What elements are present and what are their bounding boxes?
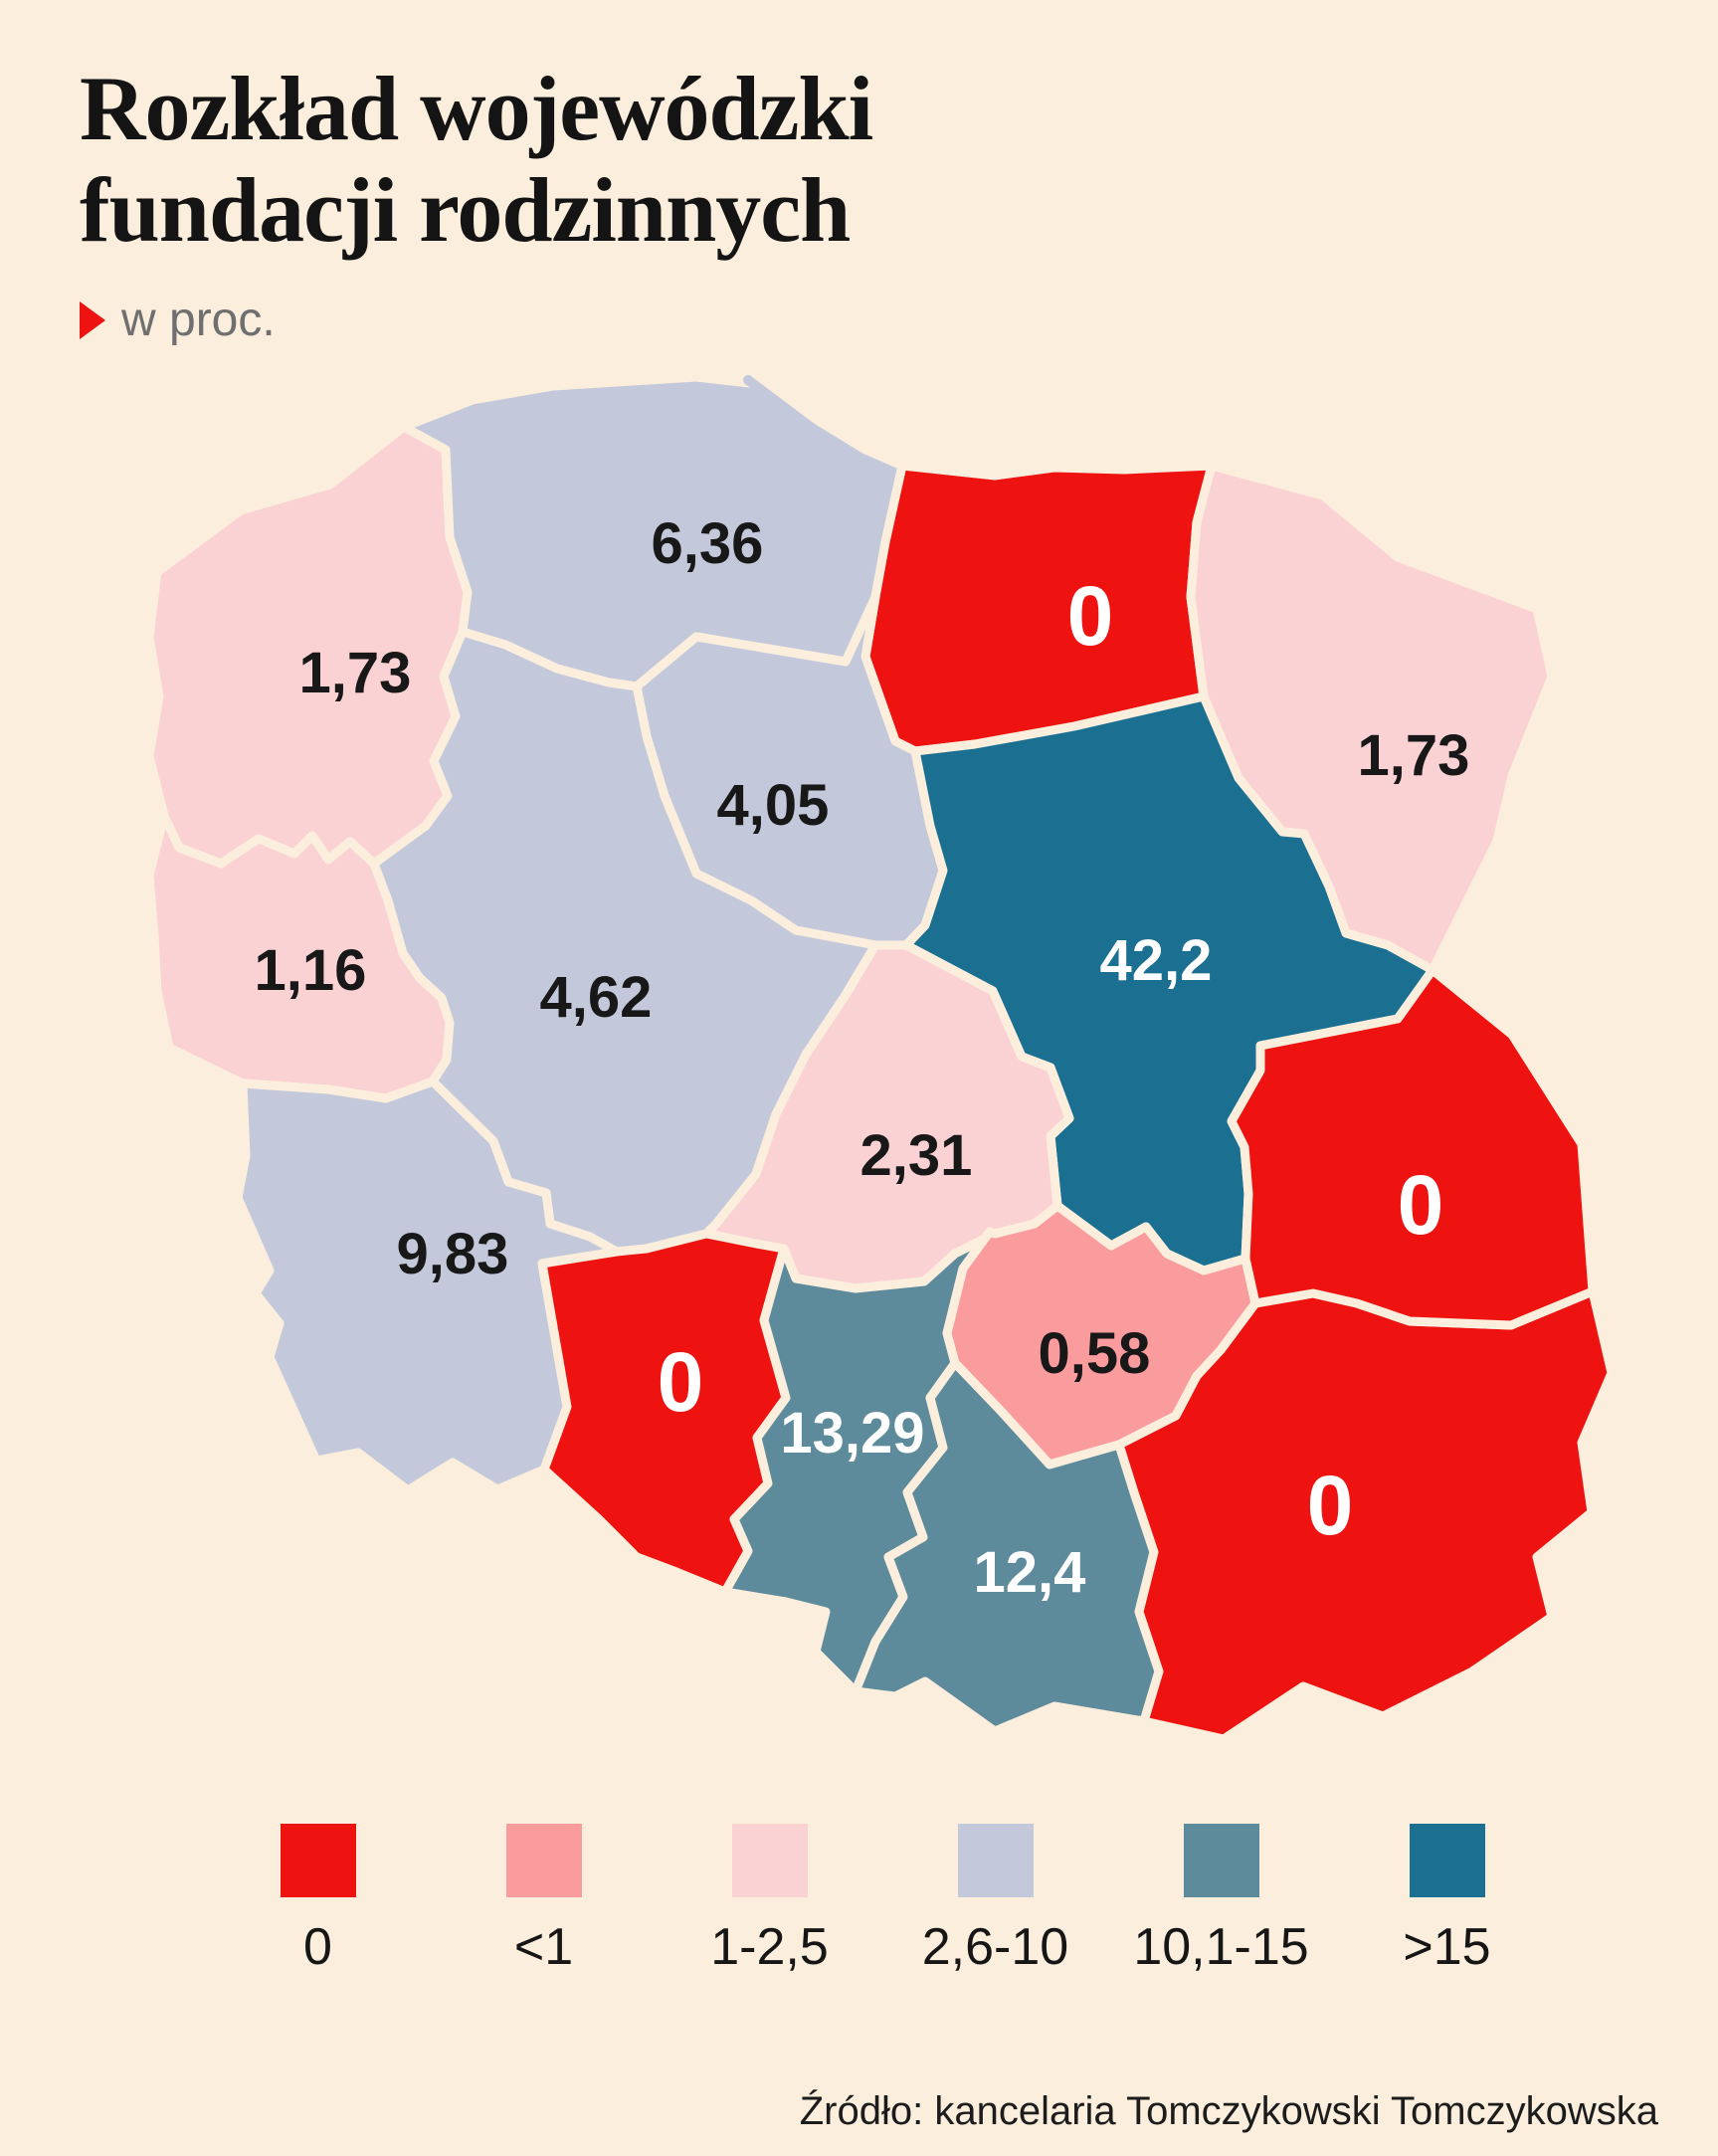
legend: 0 <1 1-2,5 2,6-10 10,1-15 >15 bbox=[205, 1824, 1560, 1973]
region-label-opolskie: 0 bbox=[658, 1335, 704, 1429]
region-label-wielkopolskie: 4,62 bbox=[540, 965, 653, 1030]
legend-label-lt1: <1 bbox=[513, 1918, 574, 1976]
title-line-2: fundacji rodzinnych bbox=[80, 159, 851, 261]
play-triangle-icon bbox=[80, 301, 105, 339]
region-label-zachodniopomorskie: 1,73 bbox=[299, 641, 412, 705]
region-label-dolnoslaskie: 9,83 bbox=[397, 1222, 509, 1286]
legend-item-gt15: >15 bbox=[1334, 1824, 1560, 1973]
region-label-lubuskie: 1,16 bbox=[255, 938, 367, 1003]
legend-label-gt15: >15 bbox=[1403, 1918, 1491, 1976]
legend-label-zero: 0 bbox=[303, 1918, 332, 1976]
region-label-malopolskie: 12,4 bbox=[974, 1540, 1086, 1605]
region-label-podkarpackie: 0 bbox=[1307, 1459, 1354, 1552]
legend-label-p101_15: 10,1-15 bbox=[1133, 1918, 1309, 1976]
legend-swatch-zero bbox=[280, 1824, 356, 1897]
subtitle: w proc. bbox=[80, 296, 872, 344]
legend-item-p26_10: 2,6-10 bbox=[882, 1824, 1108, 1973]
region-label-kujawsko-pomorskie: 4,05 bbox=[717, 773, 830, 838]
legend-label-p1_25: 1-2,5 bbox=[710, 1918, 829, 1976]
region-lubelskie bbox=[1227, 965, 1598, 1330]
region-label-swietokrzyskie: 0,58 bbox=[1039, 1321, 1151, 1386]
subtitle-label: w proc. bbox=[121, 294, 276, 346]
title-line-1: Rozkład wojewódzki bbox=[80, 58, 873, 159]
legend-item-p101_15: 10,1-15 bbox=[1108, 1824, 1334, 1973]
legend-swatch-lt1 bbox=[505, 1824, 582, 1897]
page-title: Rozkład wojewódzki fundacji rodzinnych bbox=[80, 58, 873, 261]
region-label-warminsko-mazurskie: 0 bbox=[1067, 569, 1114, 663]
region-dolnoslaskie bbox=[233, 1077, 622, 1495]
legend-item-lt1: <1 bbox=[431, 1824, 657, 1973]
legend-item-p1_25: 1-2,5 bbox=[657, 1824, 882, 1973]
region-label-mazowieckie: 42,2 bbox=[1100, 928, 1213, 993]
legend-swatch-p101_15 bbox=[1183, 1824, 1259, 1897]
region-label-slaskie: 13,29 bbox=[780, 1401, 924, 1466]
legend-swatch-p1_25 bbox=[731, 1824, 808, 1897]
legend-label-p26_10: 2,6-10 bbox=[921, 1918, 1069, 1976]
source-credit: Źródło: kancelaria Tomczykowski Tomczyko… bbox=[799, 2089, 1658, 2133]
hel-peninsula-line bbox=[743, 375, 846, 455]
region-label-lubelskie: 0 bbox=[1398, 1158, 1444, 1252]
region-label-lodzkie: 2,31 bbox=[860, 1123, 973, 1188]
region-label-pomorskie: 6,36 bbox=[652, 511, 764, 576]
header: Rozkład wojewódzki fundacji rodzinnych w… bbox=[80, 58, 873, 344]
legend-item-zero: 0 bbox=[205, 1824, 431, 1973]
region-label-podlaskie: 1,73 bbox=[1358, 723, 1470, 788]
legend-swatch-gt15 bbox=[1409, 1824, 1485, 1897]
legend-swatch-p26_10 bbox=[957, 1824, 1034, 1897]
